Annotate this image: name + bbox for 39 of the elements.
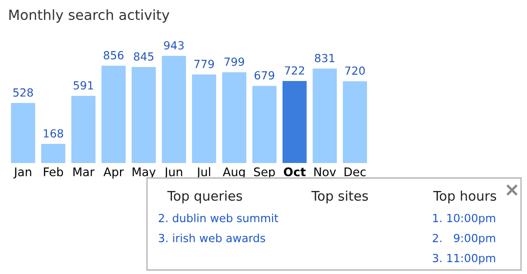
bar: [312, 68, 337, 163]
bar: [102, 66, 126, 163]
x-tick-label: Jul: [196, 167, 210, 178]
bar: [162, 56, 186, 163]
data-label: 722: [284, 66, 304, 74]
x-tick-label: Jan: [13, 168, 32, 178]
x-tick-label: Nov: [314, 168, 336, 176]
x-tick-label: May: [132, 168, 156, 179]
bar: [342, 81, 367, 163]
x-tick-label: Jun: [164, 168, 182, 178]
bar: [222, 72, 246, 163]
text: Top queries 2. dublin web summit 3. irish web awards: [158, 190, 278, 242]
bar: [282, 80, 307, 163]
data-label: 943: [164, 41, 184, 50]
text: Top sites: [311, 190, 368, 204]
text: Top hours 1. 10:00pm 2. 9:00pm 3. 11:00pm: [432, 190, 496, 264]
data-label: 856: [104, 51, 124, 60]
bar: [71, 96, 96, 163]
x-tick-label: Apr: [103, 168, 124, 179]
chart-title: Monthly search activity: [9, 9, 170, 23]
data-label: 779: [194, 60, 214, 68]
x-tick-label: Oct: [284, 167, 306, 176]
data-label: 799: [224, 57, 244, 66]
data-label: 528: [13, 88, 33, 97]
data-label: 591: [74, 81, 93, 90]
bar: [252, 86, 276, 163]
x-tick-label: Feb: [44, 167, 64, 176]
data-label: 720: [345, 66, 365, 75]
data-label: 845: [134, 52, 154, 61]
x-tick-label: Mar: [73, 168, 95, 176]
bar: [192, 74, 216, 163]
bar: [41, 144, 66, 163]
data-label: 831: [314, 54, 334, 62]
x-tick-label: Sep: [254, 167, 275, 179]
data-label: 168: [44, 129, 64, 138]
x-tick-label: Dec: [344, 168, 366, 176]
data-label: 679: [254, 71, 274, 80]
bar: [11, 103, 36, 163]
bar: [132, 66, 156, 163]
